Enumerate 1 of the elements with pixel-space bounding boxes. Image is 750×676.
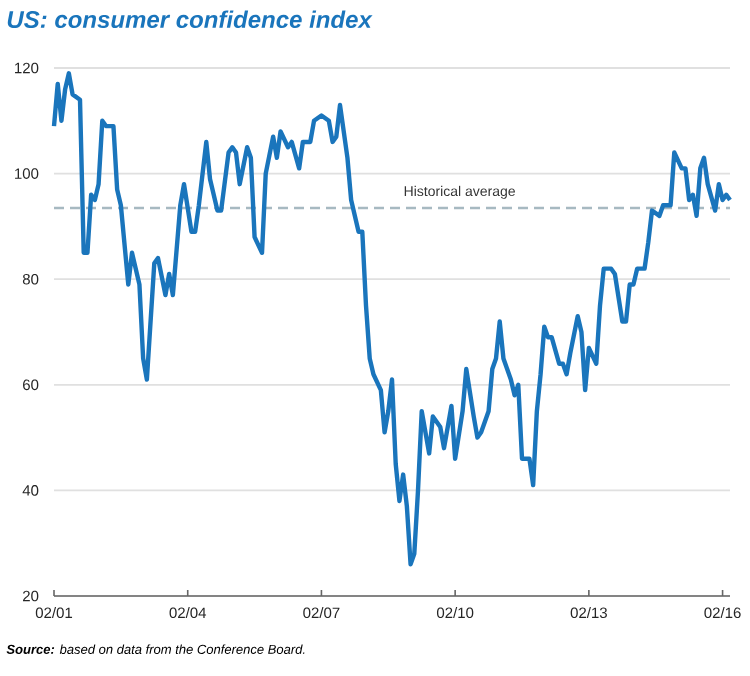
chart-title: US: consumer confidence index bbox=[7, 10, 373, 29]
